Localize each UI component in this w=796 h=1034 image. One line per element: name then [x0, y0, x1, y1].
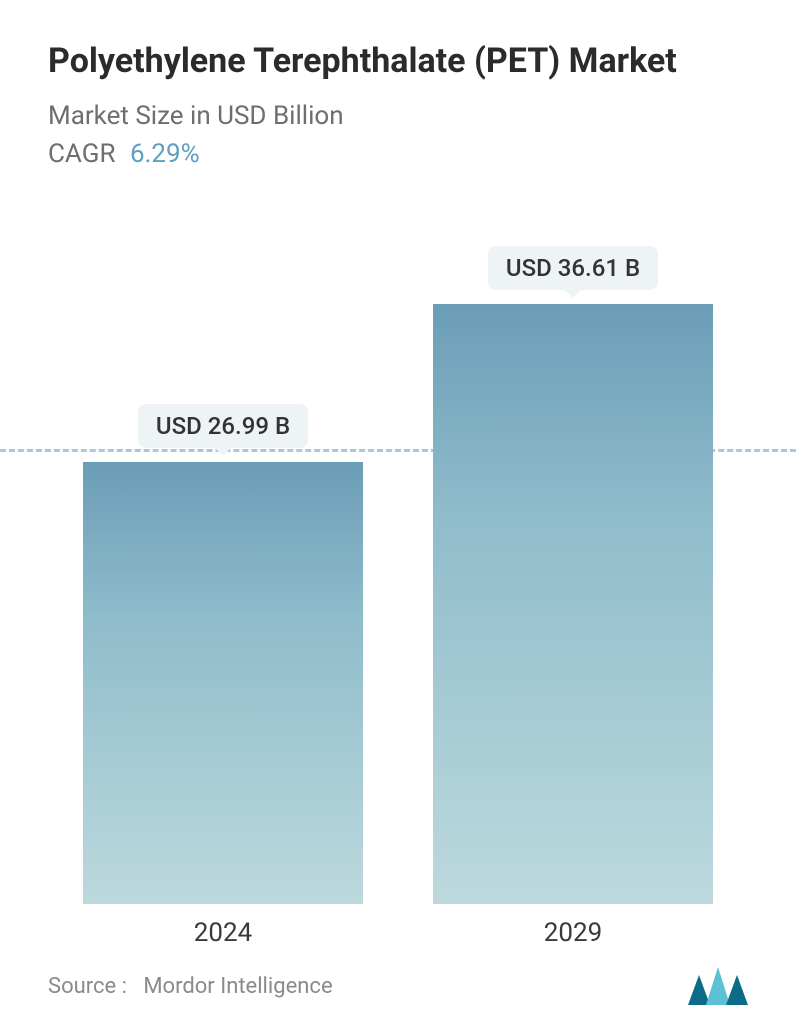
- bar-x-label: 2029: [544, 918, 602, 948]
- bar-group: USD 36.61 B 2029: [423, 199, 723, 949]
- chart-title: Polyethylene Terephthalate (PET) Market: [48, 40, 748, 83]
- cagr-row: CAGR 6.29%: [48, 139, 748, 169]
- bar-value-label: USD 36.61 B: [488, 246, 658, 290]
- brand-logo-icon: [688, 967, 748, 1005]
- chart-area: USD 26.99 B 2024 USD 36.61 B 2029: [48, 199, 748, 949]
- source-text: Source : Mordor Intelligence: [48, 974, 333, 999]
- bars-wrap: USD 26.99 B 2024 USD 36.61 B 2029: [48, 199, 748, 949]
- bar-group: USD 26.99 B 2024: [73, 199, 373, 949]
- bar-value-label: USD 26.99 B: [138, 404, 308, 448]
- source-name: Mordor Intelligence: [143, 974, 332, 999]
- source-label: Source :: [48, 974, 127, 999]
- cagr-value: 6.29%: [130, 139, 200, 169]
- chart-container: Polyethylene Terephthalate (PET) Market …: [0, 0, 796, 1034]
- bar: [433, 304, 713, 904]
- cagr-label: CAGR: [48, 139, 115, 169]
- chart-footer: Source : Mordor Intelligence: [48, 948, 748, 1004]
- bar-x-label: 2024: [194, 918, 252, 948]
- chart-subtitle: Market Size in USD Billion: [48, 101, 748, 131]
- bar: [83, 462, 363, 904]
